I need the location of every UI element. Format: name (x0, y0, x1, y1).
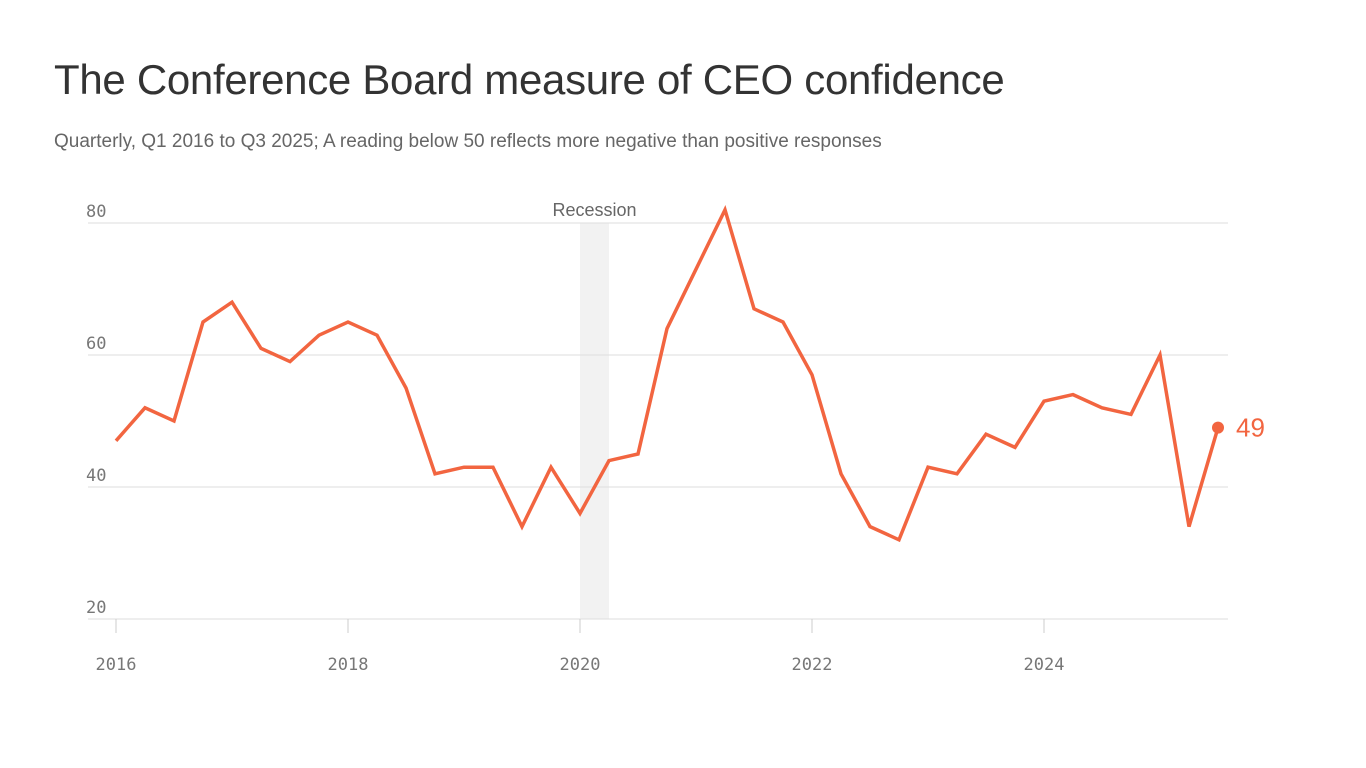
chart-subtitle: Quarterly, Q1 2016 to Q3 2025; A reading… (54, 131, 882, 152)
recession-label: Recession (552, 200, 636, 220)
recession-band (580, 223, 609, 619)
x-tick-label: 2016 (96, 655, 137, 675)
y-tick-label: 60 (86, 334, 106, 354)
recession-shading-group: Recession (552, 200, 637, 619)
x-axis-labels-group: 2016 2018 2020 2022 2024 (96, 655, 1065, 675)
end-point-marker (1212, 421, 1224, 434)
y-tick-label: 40 (86, 466, 106, 486)
x-tick-label: 2018 (328, 655, 369, 675)
data-points-group: 49 (1212, 413, 1265, 443)
end-value-label: 49 (1236, 413, 1265, 443)
y-tick-label: 80 (86, 202, 106, 222)
ceo-confidence-line (114, 204, 1220, 543)
y-tick-label: 20 (86, 598, 106, 618)
series-line-group (114, 204, 1220, 543)
x-axis-group (115, 619, 1045, 633)
chart-title: The Conference Board measure of CEO conf… (54, 56, 1005, 103)
x-tick-label: 2022 (792, 655, 833, 675)
x-tick-label: 2024 (1024, 655, 1065, 675)
x-tick-label: 2020 (560, 655, 601, 675)
y-axis-labels-group: 20 40 60 80 (86, 202, 106, 618)
gridlines-group (88, 222, 1228, 620)
